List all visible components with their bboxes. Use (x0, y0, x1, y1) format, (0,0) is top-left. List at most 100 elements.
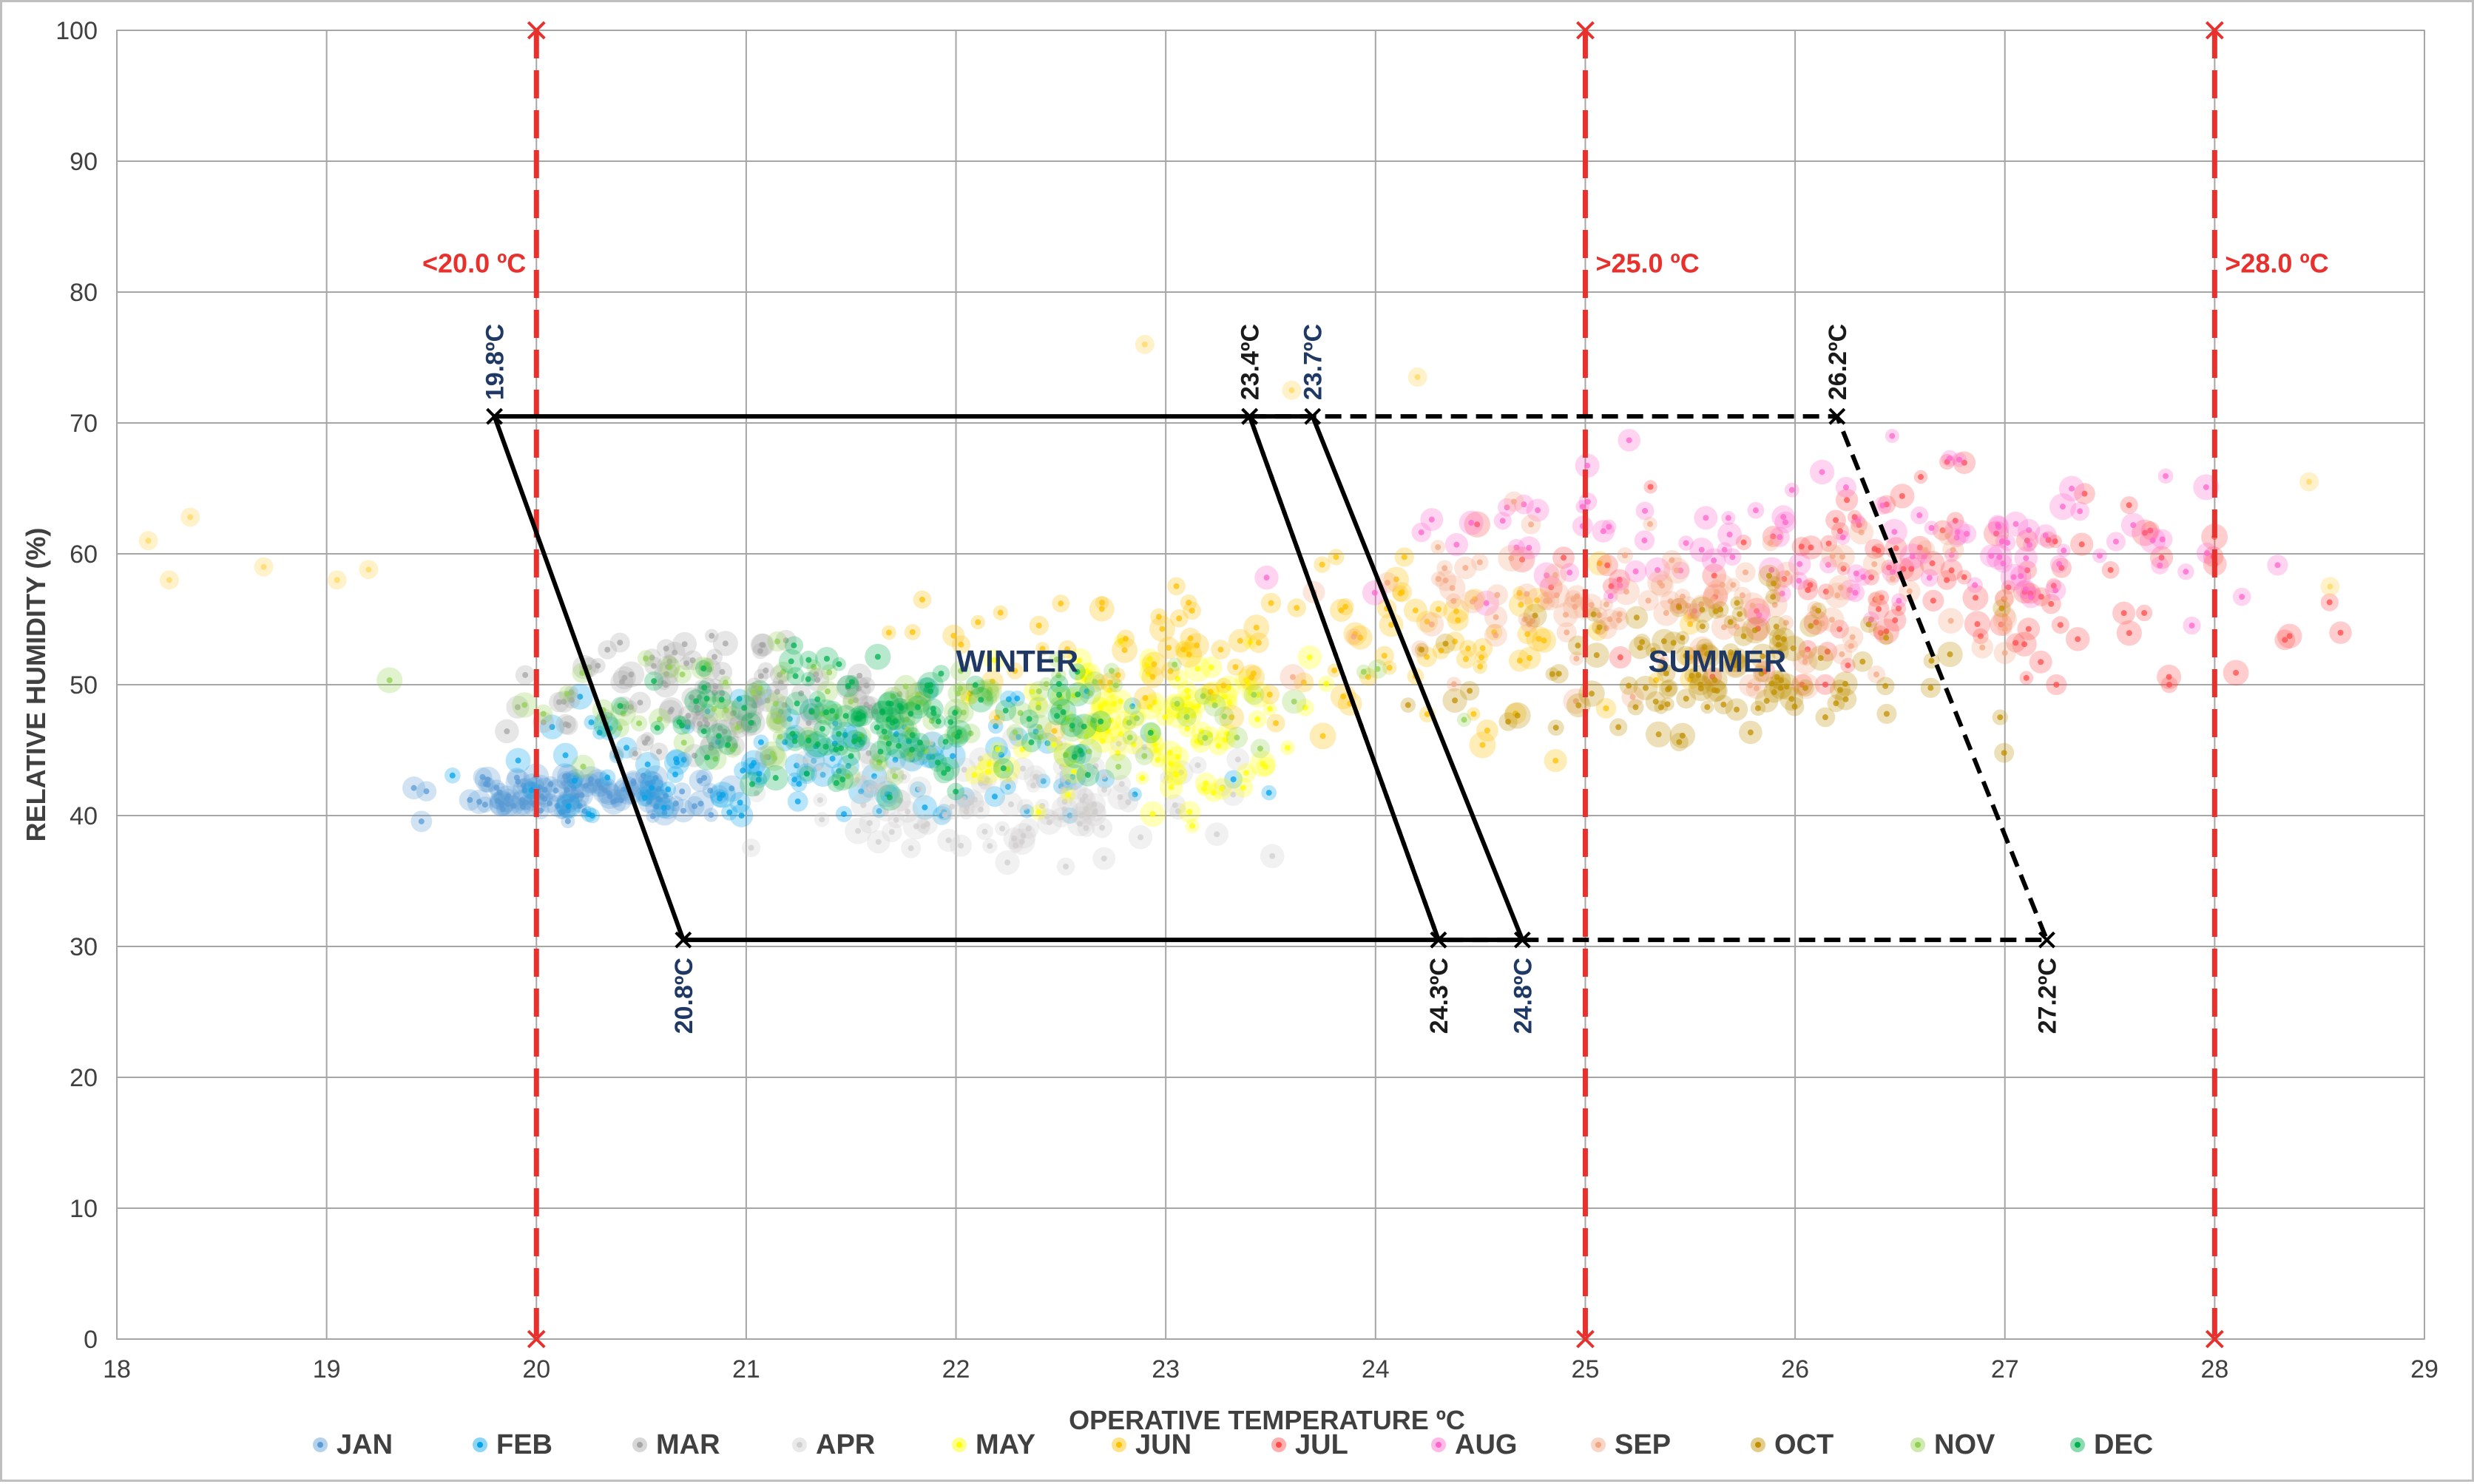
data-point-core (867, 785, 873, 792)
data-point-core (1606, 616, 1613, 623)
data-point-core (1788, 487, 1795, 493)
data-point-core (1194, 665, 1201, 672)
data-point-core (569, 697, 575, 703)
x-tick-label: 19 (313, 1355, 341, 1383)
data-point-core (1828, 617, 1835, 623)
zone-corner-marker (1430, 931, 1447, 949)
data-point-core (1059, 786, 1066, 793)
data-point-core (831, 740, 838, 747)
data-point-core (782, 739, 788, 745)
data-point-core (896, 702, 903, 709)
data-point-core (697, 800, 704, 807)
data-point-core (803, 770, 810, 777)
series-dec (593, 636, 1161, 811)
data-point-core (772, 775, 779, 782)
data-point-core (1667, 598, 1674, 605)
data-point-core (1637, 645, 1643, 651)
data-point-core (1083, 733, 1089, 739)
legend-label: JUL (1295, 1429, 1348, 1460)
data-point-core (986, 695, 993, 702)
data-point-core (1780, 514, 1787, 521)
data-point-core (504, 796, 510, 802)
data-point-core (1851, 514, 1858, 521)
data-point-core (2126, 630, 2132, 637)
data-point-core (805, 737, 812, 744)
data-point-core (893, 731, 899, 737)
data-point-core (1004, 784, 1011, 790)
y-tick-label: 20 (70, 1064, 98, 1092)
data-point-core (1774, 674, 1780, 680)
legend-item-jan: JAN (313, 1429, 393, 1460)
data-point-core (2048, 600, 2055, 607)
data-point-core (579, 670, 586, 677)
data-point-core (1882, 682, 1889, 689)
data-point-core (1012, 729, 1018, 736)
data-point-core (1699, 606, 1706, 613)
data-point-core (2274, 562, 2281, 569)
data-point-core (1384, 580, 1390, 586)
legend-item-mar: MAR (632, 1429, 720, 1460)
data-point-core (1930, 597, 1936, 604)
data-point-core (963, 808, 970, 815)
data-point-core (957, 685, 964, 692)
data-point-core (1266, 705, 1273, 712)
data-point-core (1069, 773, 1076, 780)
data-point-core (879, 708, 885, 714)
data-point-core (712, 683, 719, 690)
data-point-core (643, 655, 649, 662)
legend-marker-core (1436, 1442, 1442, 1448)
data-point-core (547, 800, 553, 807)
data-point-core (1234, 734, 1240, 741)
data-point-core (1424, 618, 1430, 625)
data-point-core (848, 698, 854, 705)
data-point-core (1521, 616, 1528, 623)
data-point-core (856, 672, 863, 679)
data-point-core (1118, 781, 1125, 787)
data-point-core (684, 719, 691, 725)
data-point-core (1663, 670, 1669, 677)
data-point-core (978, 780, 984, 787)
data-point-core (1873, 626, 1879, 633)
data-point-core (993, 714, 1000, 721)
data-point-core (1062, 752, 1069, 759)
data-point-core (2075, 636, 2081, 643)
data-point-core (1147, 730, 1154, 736)
data-point-core (1579, 504, 1586, 510)
series-feb (445, 677, 1277, 827)
data-point-core (586, 811, 592, 818)
data-point-core (561, 699, 567, 705)
data-point-core (950, 632, 957, 639)
data-point-core (876, 807, 882, 814)
data-point-core (1666, 685, 1672, 691)
data-point-core (694, 710, 701, 716)
data-point-core (1175, 675, 1181, 682)
data-point-core (1698, 546, 1705, 553)
data-point-core (1798, 543, 1805, 550)
data-point-core (1194, 762, 1201, 768)
data-point-core (1927, 685, 1934, 691)
data-point-core (540, 719, 547, 725)
data-point-core (1732, 658, 1739, 665)
data-point-core (909, 746, 916, 753)
data-point-core (856, 685, 862, 692)
data-point-core (875, 838, 882, 845)
data-point-core (1091, 810, 1098, 817)
data-point-core (1617, 582, 1623, 589)
data-point-core (1070, 768, 1077, 775)
data-point-core (1842, 484, 1849, 491)
data-point-core (1996, 554, 2003, 560)
threshold-layer: <20.0 ºC >25.0 ºC >28.0 ºC (422, 21, 2329, 1349)
data-point-core (908, 845, 914, 852)
data-point-core (1711, 572, 1717, 579)
data-point-core (892, 756, 899, 763)
data-point-core (726, 809, 733, 816)
data-point-core (596, 729, 603, 736)
data-point-core (1603, 625, 1609, 631)
data-point-core (1015, 733, 1022, 740)
data-point-core (618, 679, 625, 685)
data-point-core (660, 680, 667, 686)
data-point-core (1132, 791, 1138, 798)
data-point-core (1939, 527, 1946, 534)
data-point-core (1223, 731, 1230, 737)
data-point-core (1871, 560, 1878, 567)
